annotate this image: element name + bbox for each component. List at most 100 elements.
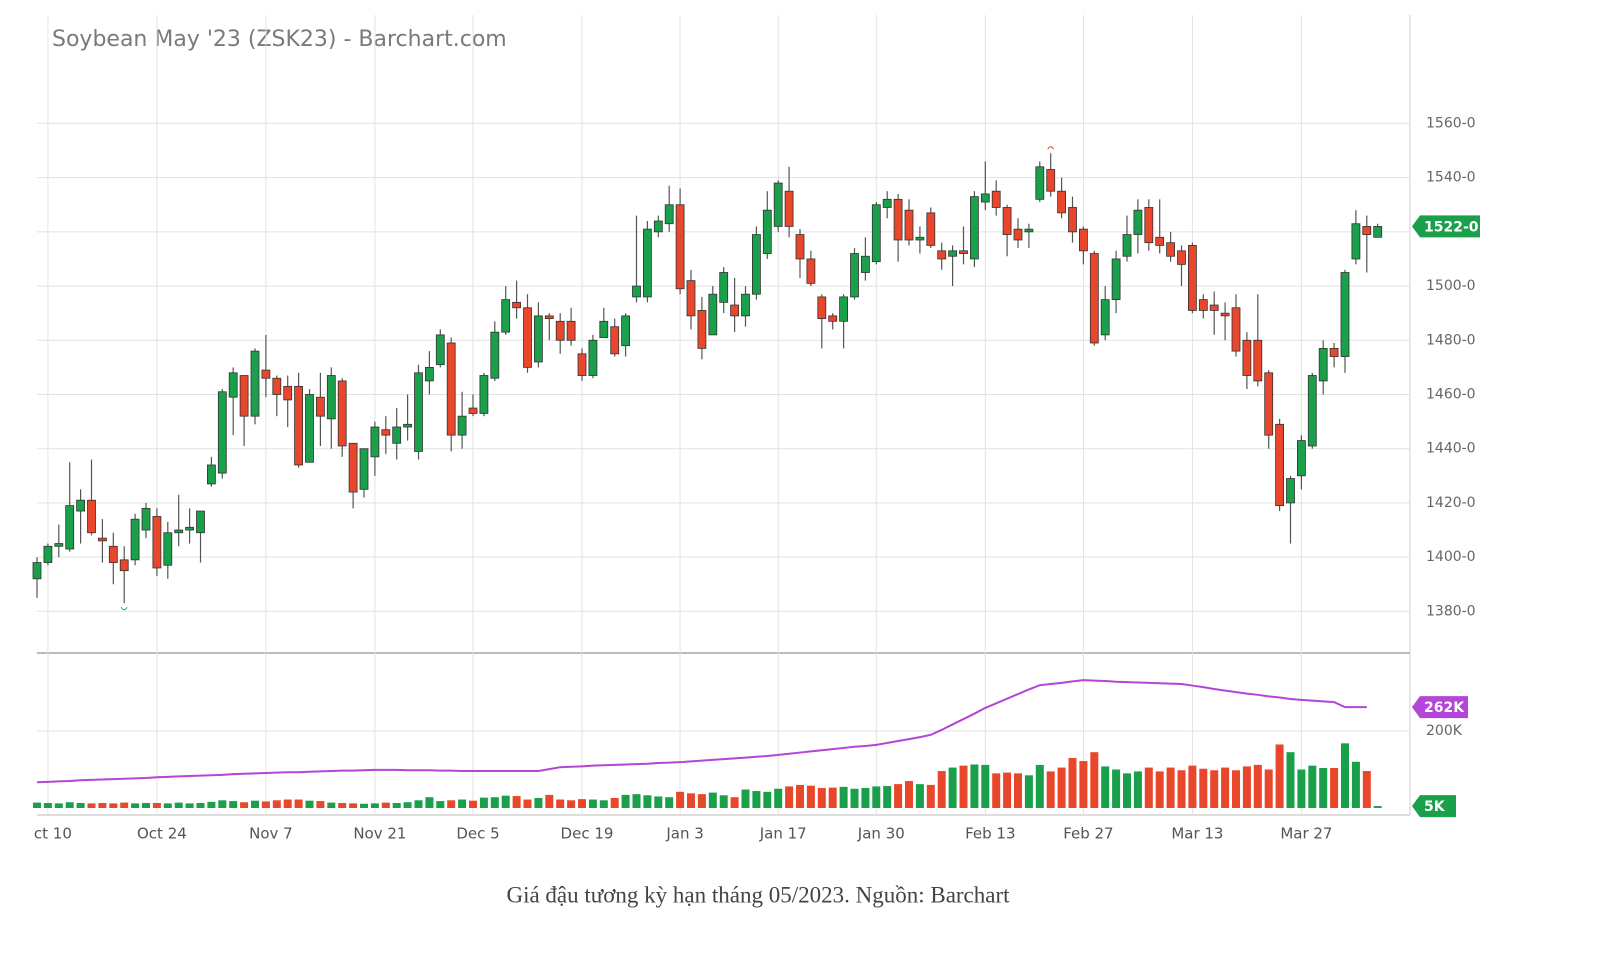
candle: [1297, 435, 1306, 490]
candle: [959, 226, 968, 265]
x-tick-label: ct 10: [34, 825, 72, 843]
value-badge: [1412, 696, 1468, 719]
candle: [1340, 269, 1350, 373]
candle: [1231, 294, 1241, 357]
volume-bar: [1090, 752, 1099, 808]
volume-bar: [1330, 767, 1339, 808]
candle-body: [1068, 207, 1077, 233]
candle-body: [1275, 423, 1284, 507]
candle: [43, 543, 53, 566]
volume-bar: [316, 801, 325, 808]
candle: [1046, 153, 1056, 197]
x-tick-label: Jan 17: [759, 825, 807, 843]
candle-body: [403, 423, 413, 428]
candle-body: [555, 320, 565, 341]
volume-bar: [632, 794, 641, 808]
volume-bar: [1341, 743, 1349, 808]
candle: [326, 367, 336, 449]
candle-body: [217, 391, 227, 474]
candle-body: [882, 198, 892, 208]
candle-body: [980, 193, 990, 203]
candle-body: [762, 209, 772, 254]
candle-body: [1231, 307, 1241, 352]
candle: [544, 313, 554, 341]
volume-bar: [1297, 769, 1306, 808]
candle: [664, 185, 674, 232]
candle: [1122, 215, 1132, 262]
volume-bar: [556, 799, 565, 808]
candle: [730, 277, 739, 333]
candle: [1275, 418, 1284, 512]
candle-body: [697, 310, 707, 349]
candle-body: [686, 280, 696, 317]
volume-bar: [676, 791, 685, 808]
volume-bar: [1079, 761, 1088, 808]
candle: [108, 532, 118, 585]
volume-bar: [1144, 767, 1153, 808]
candle-body: [435, 334, 445, 366]
y-tick-label: 200K: [1426, 723, 1463, 739]
candle: [435, 329, 445, 368]
volume-bar: [665, 797, 674, 808]
candle-body: [98, 537, 107, 542]
candle-body: [937, 250, 947, 260]
candle: [752, 226, 761, 300]
candle: [501, 286, 511, 335]
volume-bar: [120, 802, 129, 808]
candle: [196, 510, 205, 563]
candle-body: [1089, 253, 1099, 344]
volume-bar: [763, 791, 772, 808]
y-tick-label: 1560-0: [1426, 115, 1476, 131]
candle-body: [1046, 169, 1056, 192]
candle-body: [1155, 236, 1165, 246]
volume-bar: [283, 799, 292, 808]
volume-bar: [327, 802, 336, 808]
candle: [1253, 294, 1263, 387]
volume-bar: [349, 803, 358, 808]
candle: [588, 334, 598, 379]
candle: [784, 166, 794, 238]
volume-bar: [1068, 757, 1077, 808]
volume-bar: [774, 788, 783, 808]
volume-bar: [469, 800, 477, 808]
candle-body: [261, 369, 271, 379]
candle-body: [1013, 228, 1023, 241]
candle-body: [1002, 207, 1012, 235]
candle: [239, 375, 249, 446]
candle: [141, 502, 151, 539]
volume-bar: [1035, 764, 1044, 808]
volume-bar: [654, 796, 663, 808]
candle-body: [43, 545, 53, 563]
candle: [217, 389, 227, 479]
candle: [741, 286, 750, 327]
volume-bar: [861, 787, 870, 808]
volume-bar: [1362, 771, 1371, 808]
volume-bar: [806, 785, 815, 808]
x-tick-label: Nov 21: [353, 825, 406, 843]
candle-body: [65, 505, 75, 550]
candle: [1079, 226, 1088, 265]
candle-body: [108, 545, 118, 563]
candle-body: [795, 234, 805, 260]
volume-bar: [1003, 772, 1012, 808]
candle-body: [1122, 234, 1132, 257]
candle-body: [348, 442, 358, 493]
candle: [1351, 210, 1361, 265]
volume-bar: [599, 800, 608, 808]
candle: [381, 416, 391, 455]
candle: [1013, 218, 1023, 249]
candle-body: [1286, 478, 1295, 504]
volume-bar: [785, 786, 794, 808]
candle-body: [1024, 228, 1034, 233]
x-tick-label: Mar 27: [1280, 825, 1332, 843]
candle-body: [839, 296, 848, 322]
candle-body: [1133, 209, 1143, 235]
candle-body: [305, 394, 314, 463]
value-badge: [1412, 795, 1456, 818]
volume-bar: [752, 791, 761, 808]
candle: [468, 394, 478, 417]
volume-bar: [1199, 768, 1208, 808]
volume-bar: [54, 803, 63, 808]
candle-body: [806, 258, 816, 284]
candle-body: [130, 518, 140, 561]
